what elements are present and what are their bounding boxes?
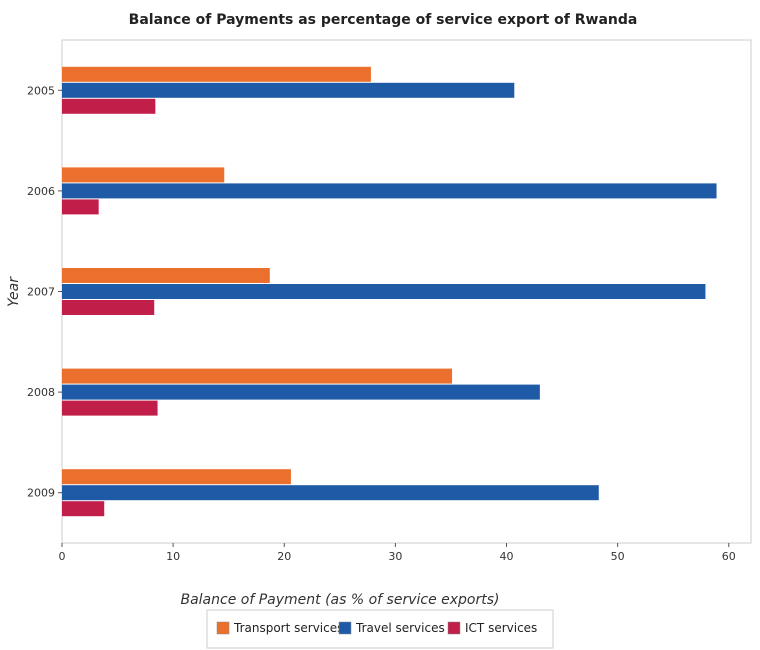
legend-box — [206, 609, 554, 649]
x-axis-label: Balance of Payment (as % of service expo… — [180, 592, 499, 608]
chart-title: Balance of Payments as percentage of ser… — [129, 12, 638, 28]
y-tick-label: 2006 — [27, 185, 55, 198]
x-tick-label: 10 — [166, 550, 180, 563]
bar-2005-0 — [62, 66, 371, 82]
y-tick-labels: 2005 2006 2007 2008 2009 — [27, 84, 62, 500]
x-tick-label: 0 — [59, 550, 66, 563]
bar-2009-1 — [62, 485, 599, 501]
bar-2005-2 — [62, 98, 156, 114]
bar-2007-1 — [62, 284, 706, 299]
legend-swatch-0 — [216, 621, 230, 635]
x-tick-label: 50 — [611, 550, 625, 563]
bar-2008-0 — [62, 368, 453, 384]
legend-label-2: ICT services — [465, 621, 537, 635]
bar-2007-2 — [62, 300, 155, 315]
y-tick-label: 2009 — [27, 487, 55, 500]
y-axis-label: Year — [6, 276, 22, 307]
legend-swatch-2 — [447, 621, 461, 635]
x-tick-label: 30 — [388, 550, 402, 563]
bar-2006-0 — [62, 167, 225, 183]
bar-2006-1 — [62, 183, 717, 199]
bar-2005-1 — [62, 82, 515, 98]
bars-group — [62, 66, 717, 517]
bar-2006-2 — [62, 199, 99, 215]
y-tick-label: 2008 — [27, 386, 55, 399]
legend: Transport services Travel services ICT ser… — [206, 609, 554, 649]
x-tick-labels: 0 10 20 30 40 50 60 — [59, 543, 736, 563]
legend-swatch-1 — [338, 621, 352, 635]
x-tick-label: 20 — [277, 550, 291, 563]
bar-2009-0 — [62, 469, 291, 485]
x-tick-label: 60 — [722, 550, 736, 563]
y-tick-label: 2005 — [27, 84, 55, 97]
x-tick-label: 40 — [500, 550, 514, 563]
bar-2009-2 — [62, 501, 105, 517]
bar-2008-1 — [62, 384, 540, 400]
y-tick-label: 2007 — [27, 286, 55, 299]
legend-label-0: Transport services — [233, 621, 343, 635]
bar-2008-2 — [62, 400, 158, 416]
legend-label-1: Travel services — [355, 621, 445, 635]
bar-2007-0 — [62, 268, 270, 283]
